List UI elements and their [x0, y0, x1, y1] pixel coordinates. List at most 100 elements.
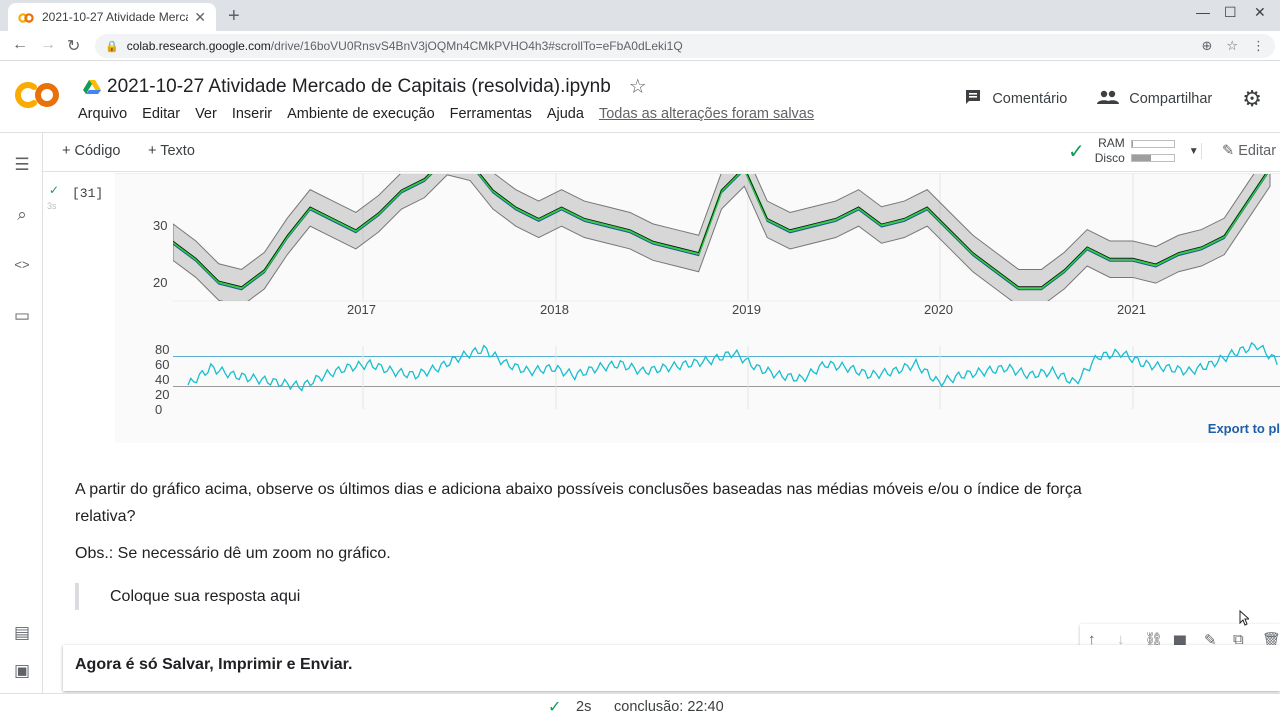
share-label: Compartilhar [1129, 91, 1213, 107]
tab-title: 2021-10-27 Atividade Mercado d [42, 10, 188, 24]
cell-exec-time: 3s [47, 201, 57, 211]
edit-button[interactable]: ✎ Editar [1201, 143, 1276, 159]
status-completion: conclusão: 22:40 [614, 699, 724, 715]
forward-button[interactable]: → [40, 36, 56, 53]
add-code-button[interactable]: + Código [62, 143, 121, 159]
final-text-cell[interactable]: Agora é só Salvar, Imprimir e Enviar. [63, 645, 1280, 691]
colab-header: 2021-10-27 Atividade Mercado de Capitais… [0, 61, 1280, 133]
left-sidebar: ☰ ⌕ <> ▭ ▤ ▣ [0, 133, 43, 693]
browser-nav-bar: ← → ↻ 🔒 colab.research.google.com/drive/… [0, 31, 1280, 61]
address-bar[interactable]: 🔒 colab.research.google.com/drive/16boVU… [95, 34, 1275, 58]
final-instruction: Agora é só Salvar, Imprimir e Enviar. [75, 656, 353, 673]
code-snippets-icon[interactable]: <> [14, 257, 30, 272]
rsi-tick-label: 0 [155, 402, 162, 417]
year-tick-label: 2018 [540, 302, 569, 317]
folder-icon[interactable]: ▭ [13, 306, 31, 325]
save-status-link[interactable]: Todas as alterações foram salvas [598, 106, 815, 122]
header-actions: Comentário Compartilhar ⚙ [934, 86, 1262, 112]
mirror-cell-icon[interactable]: ⧉ [1233, 631, 1244, 648]
google-drive-icon [83, 79, 101, 95]
cell-gutter: ✓ 3s [31] [43, 173, 115, 443]
disk-label: Disco [1094, 151, 1125, 165]
new-tab-button[interactable]: + [228, 5, 240, 27]
resources-indicator[interactable]: ✓ RAM Disco ▼ [1068, 136, 1199, 166]
status-duration: 2s [576, 699, 592, 715]
price-close-line [173, 174, 1266, 288]
comment-button[interactable]: Comentário [964, 88, 1067, 111]
share-button[interactable]: Compartilhar [1097, 89, 1212, 110]
maximize-button[interactable]: ☐ [1224, 4, 1237, 20]
menu-inserir[interactable]: Inserir [231, 106, 273, 122]
comment-icon [964, 88, 982, 111]
cell-exec-count[interactable]: [31] [72, 186, 104, 201]
rsi-tick-label: 20 [155, 387, 169, 402]
answer-blockquote[interactable]: Coloque sua resposta aqui [75, 583, 300, 610]
year-tick-label: 2020 [924, 302, 953, 317]
bookmark-star-icon[interactable]: ☆ [1226, 38, 1238, 53]
browser-tab[interactable]: 2021-10-27 Atividade Mercado d ✕ [8, 3, 216, 31]
menu-bar: Arquivo Editar Ver Inserir Ambiente de e… [78, 106, 829, 122]
menu-ver[interactable]: Ver [195, 106, 217, 122]
browser-menu-icon[interactable]: ⋮ [1252, 38, 1265, 53]
url-host: colab.research.google.com [126, 39, 271, 53]
zoom-note: Obs.: Se necessário dê um zoom no gráfic… [75, 545, 391, 562]
move-up-icon[interactable]: ↑ [1088, 631, 1096, 648]
back-button[interactable]: ← [12, 36, 28, 53]
notebook-toolbar: + Código + Texto ✓ RAM Disco ▼ ✎ Editar [43, 133, 1280, 172]
menu-ajuda[interactable]: Ajuda [546, 106, 584, 122]
resource-labels: RAM Disco [1095, 136, 1125, 166]
edit-cell-icon[interactable]: ✎ [1204, 632, 1217, 649]
price-tick-label: 20 [153, 275, 167, 290]
settings-button[interactable]: ⚙ [1242, 86, 1262, 112]
year-tick-label: 2021 [1117, 302, 1146, 317]
edit-label: Editar [1238, 143, 1277, 159]
pencil-icon: ✎ [1222, 143, 1235, 159]
question-line-1: A partir do gráfico acima, observe os úl… [75, 481, 1082, 498]
rsi-tick-label: 40 [155, 372, 169, 387]
ram-label: RAM [1098, 136, 1125, 150]
menu-arquivo[interactable]: Arquivo [78, 106, 128, 122]
reload-button[interactable]: ↻ [67, 38, 81, 55]
menu-ambiente[interactable]: Ambiente de execução [287, 106, 435, 122]
ram-bar-fill [1131, 141, 1134, 147]
chart-output[interactable]: 30 20 2017 2018 2019 2020 2021 80 60 40 20 0 Export… [115, 173, 1280, 443]
terminal-icon[interactable]: ▣ [13, 661, 31, 680]
browser-tab-strip: 2021-10-27 Atividade Mercado d ✕ + — ☐ ✕ [0, 0, 1280, 31]
notebook-title-area: 2021-10-27 Atividade Mercado de Capitais… [83, 74, 647, 99]
mouse-cursor-icon [1239, 609, 1251, 629]
resource-bars [1130, 140, 1175, 162]
cell-success-icon: ✓ [49, 183, 60, 197]
disk-bar [1130, 154, 1175, 162]
year-tick-label: 2017 [347, 302, 376, 317]
status-check-icon: ✓ [548, 699, 562, 716]
move-down-icon[interactable]: ↓ [1117, 631, 1125, 648]
link-icon[interactable]: ⛓ [1144, 632, 1164, 649]
search-icon[interactable]: ⌕ [17, 205, 27, 224]
disk-bar-fill [1131, 155, 1151, 161]
close-window-button[interactable]: ✕ [1254, 4, 1266, 20]
menu-ferramentas[interactable]: Ferramentas [449, 106, 532, 122]
zoom-icon[interactable]: ⊕ [1201, 38, 1213, 53]
tab-close-icon[interactable]: ✕ [194, 8, 206, 25]
comment-label: Comentário [992, 91, 1068, 107]
price-tick-label: 30 [153, 218, 167, 233]
notebook-title[interactable]: 2021-10-27 Atividade Mercado de Capitais… [107, 75, 611, 97]
colab-logo[interactable] [14, 79, 62, 111]
question-text: A partir do gráfico acima, observe os úl… [75, 476, 1082, 530]
add-text-button[interactable]: + Texto [148, 143, 195, 159]
url-path: /drive/16boVU0RnsvS4BnV3jOQMn4CMkPVHO4h3… [270, 39, 683, 53]
delete-cell-icon[interactable]: 🗑 [1262, 632, 1280, 649]
command-palette-icon[interactable]: ▤ [13, 623, 31, 642]
chevron-down-icon[interactable]: ▼ [1188, 145, 1199, 157]
rsi-tick-label: 80 [155, 342, 169, 357]
menu-editar[interactable]: Editar [142, 106, 181, 122]
toc-list-icon[interactable]: ☰ [14, 155, 30, 174]
colab-favicon-icon [18, 12, 34, 23]
status-bar: ✓ 2s conclusão: 22:40 [0, 693, 1280, 720]
question-line-2: relativa? [75, 508, 136, 525]
comment-cell-icon[interactable]: ▆ [1174, 632, 1186, 649]
export-to-plotly-link[interactable]: Export to pl [1207, 421, 1280, 436]
star-icon[interactable]: ☆ [628, 76, 647, 98]
minimize-button[interactable]: — [1196, 4, 1210, 20]
